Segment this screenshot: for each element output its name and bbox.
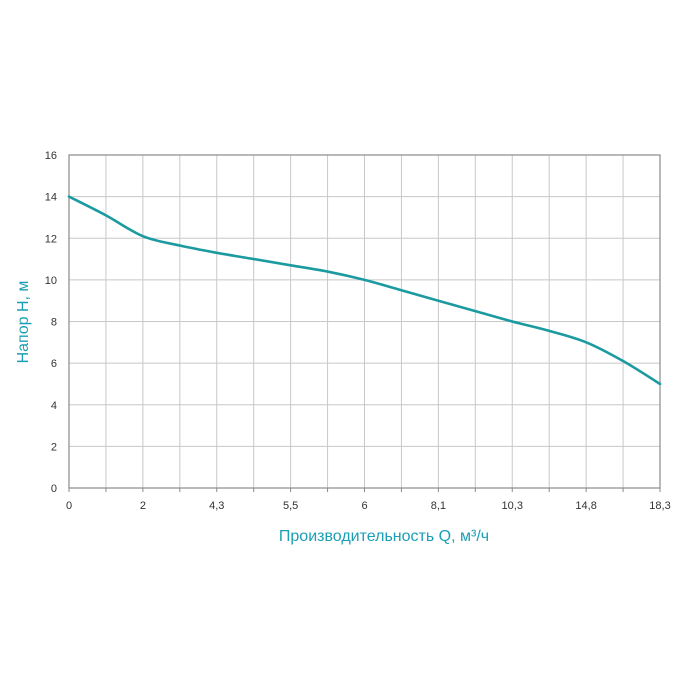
x-tick-label: 2 [140, 500, 146, 512]
grid-lines [68, 155, 661, 492]
y-tick-label: 0 [51, 483, 57, 495]
x-tick-label: 14,8 [575, 500, 596, 512]
x-tick-label: 6 [361, 500, 367, 512]
x-tick-label: 4,3 [209, 500, 224, 512]
y-tick-label: 16 [45, 150, 57, 162]
x-axis-title: Производительность Q, м³/ч [279, 528, 489, 545]
y-tick-label: 2 [51, 441, 57, 453]
y-tick-label: 8 [51, 317, 57, 329]
y-tick-label: 6 [51, 358, 57, 370]
y-axis-title: Напор H, м [15, 281, 32, 364]
series-line [67, 195, 662, 386]
y-tick-label: 12 [45, 233, 57, 245]
y-tick-label: 10 [45, 275, 57, 287]
x-tick-labels: 0 2 4,3 5,5 6 8,1 10,3 14,8 18,3 [66, 500, 671, 512]
x-tick-label: 5,5 [283, 500, 298, 512]
x-tick-label: 10,3 [502, 500, 523, 512]
x-tick-label: 18,3 [649, 500, 670, 512]
y-tick-labels: 0 2 4 6 8 10 12 14 16 [45, 150, 57, 495]
plot-frame [68, 154, 661, 489]
x-tick-label: 8,1 [431, 500, 446, 512]
y-tick-label: 4 [51, 400, 57, 412]
x-tick-label: 0 [66, 500, 72, 512]
y-tick-label: 14 [45, 192, 57, 204]
